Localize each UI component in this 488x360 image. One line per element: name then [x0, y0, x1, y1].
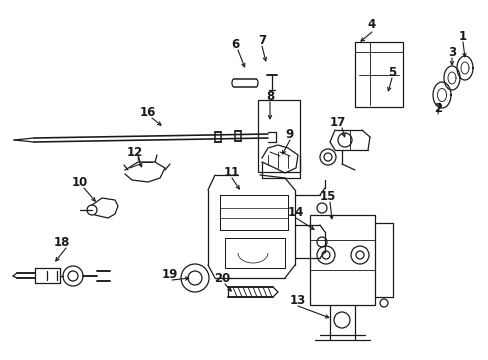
Text: 14: 14: [287, 206, 304, 219]
Text: 16: 16: [140, 105, 156, 118]
Text: 11: 11: [224, 166, 240, 179]
Text: 20: 20: [213, 271, 230, 284]
Text: 10: 10: [72, 175, 88, 189]
Bar: [309, 215, 374, 305]
Text: 1: 1: [458, 30, 466, 42]
Text: 3: 3: [447, 45, 455, 58]
Text: 19: 19: [162, 267, 178, 280]
Text: 12: 12: [126, 145, 143, 158]
Text: 13: 13: [289, 293, 305, 306]
Text: 6: 6: [230, 37, 239, 50]
Text: 9: 9: [285, 127, 293, 140]
Text: 4: 4: [367, 18, 375, 31]
Bar: [354, 42, 402, 107]
Text: 17: 17: [329, 116, 346, 129]
Text: 5: 5: [387, 66, 395, 78]
Text: 18: 18: [54, 235, 70, 248]
Text: 2: 2: [433, 102, 441, 114]
Text: 7: 7: [257, 33, 265, 46]
Bar: [258, 100, 299, 172]
Text: 8: 8: [265, 90, 274, 103]
Text: 15: 15: [319, 189, 336, 202]
